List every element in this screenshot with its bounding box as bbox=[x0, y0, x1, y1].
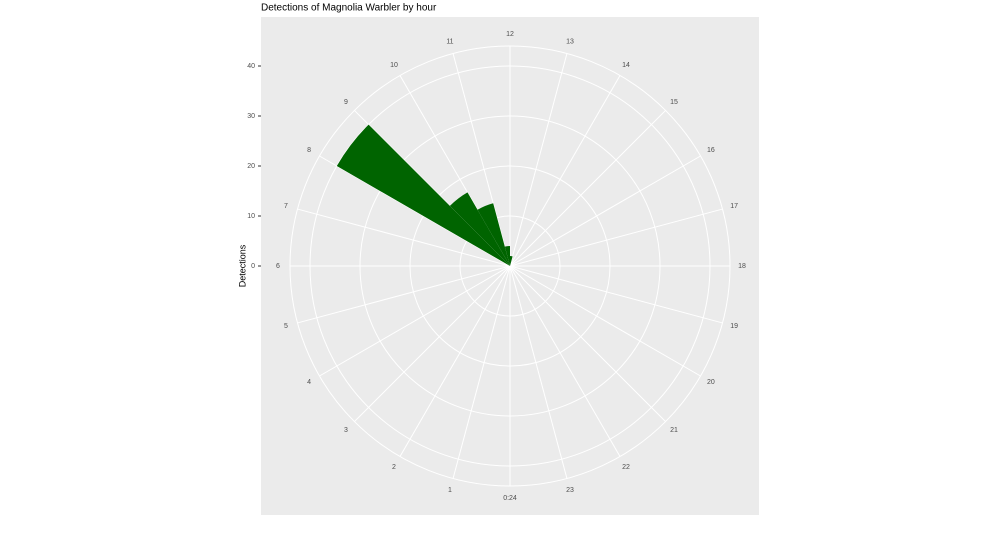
grid-spoke bbox=[297, 265, 511, 324]
x-tick-label: 0:24 bbox=[503, 495, 517, 502]
x-tick-label: 22 bbox=[622, 464, 630, 471]
y-tick-label: 10 bbox=[247, 213, 255, 220]
y-tick-label: 20 bbox=[247, 163, 255, 170]
bar bbox=[504, 246, 510, 266]
grid-spoke bbox=[319, 265, 511, 377]
bar bbox=[449, 192, 510, 266]
x-tick-label: 11 bbox=[446, 39, 453, 46]
x-tick-label: 10 bbox=[390, 62, 398, 69]
y-tick-label: 30 bbox=[247, 113, 255, 120]
x-tick-label: 8 bbox=[307, 147, 311, 154]
bar bbox=[336, 124, 510, 266]
x-tick-label: 20 bbox=[707, 379, 715, 386]
chart-title: Detections of Magnolia Warbler by hour bbox=[261, 3, 437, 14]
grid-spoke bbox=[354, 265, 511, 422]
grid-spoke bbox=[509, 110, 666, 267]
x-tick-label: 7 bbox=[284, 203, 288, 210]
x-tick-label: 14 bbox=[622, 62, 630, 69]
x-tick-label: 21 bbox=[670, 427, 678, 434]
x-tick-label: 16 bbox=[707, 147, 715, 154]
grid-spoke bbox=[509, 265, 568, 479]
x-tick-label: 2 bbox=[392, 464, 396, 471]
x-tick-label: 18 bbox=[738, 263, 746, 270]
x-tick-label: 23 bbox=[566, 487, 574, 494]
x-tick-label: 3 bbox=[344, 427, 348, 434]
x-tick-label: 13 bbox=[566, 39, 574, 46]
grid-spoke bbox=[509, 75, 621, 267]
grid-spoke bbox=[509, 265, 666, 422]
x-tick-label: 9 bbox=[344, 99, 348, 106]
x-tick-label: 19 bbox=[730, 323, 738, 330]
x-tick-label: 12 bbox=[506, 31, 514, 38]
grid-spoke bbox=[509, 265, 701, 377]
grid-spoke bbox=[509, 265, 621, 457]
grid-spoke bbox=[509, 208, 723, 267]
grid-spoke bbox=[509, 265, 723, 324]
y-tick-label: 40 bbox=[247, 63, 255, 70]
y-tick-label: 0 bbox=[251, 263, 255, 270]
bar bbox=[510, 256, 513, 266]
grid-spoke bbox=[452, 265, 511, 479]
grid-spoke bbox=[399, 265, 511, 457]
grid-spoke bbox=[452, 53, 511, 267]
x-tick-label: 5 bbox=[284, 323, 288, 330]
y-axis-title: Detections bbox=[237, 244, 247, 287]
bar bbox=[477, 203, 510, 266]
x-tick-label: 1 bbox=[448, 487, 452, 494]
x-tick-label: 15 bbox=[670, 99, 678, 106]
grid-spoke bbox=[297, 208, 511, 267]
x-tick-label: 6 bbox=[276, 263, 280, 270]
x-tick-label: 17 bbox=[730, 203, 738, 210]
grid-spoke bbox=[509, 53, 568, 267]
grid-spoke bbox=[509, 155, 701, 267]
x-tick-label: 4 bbox=[307, 379, 311, 386]
